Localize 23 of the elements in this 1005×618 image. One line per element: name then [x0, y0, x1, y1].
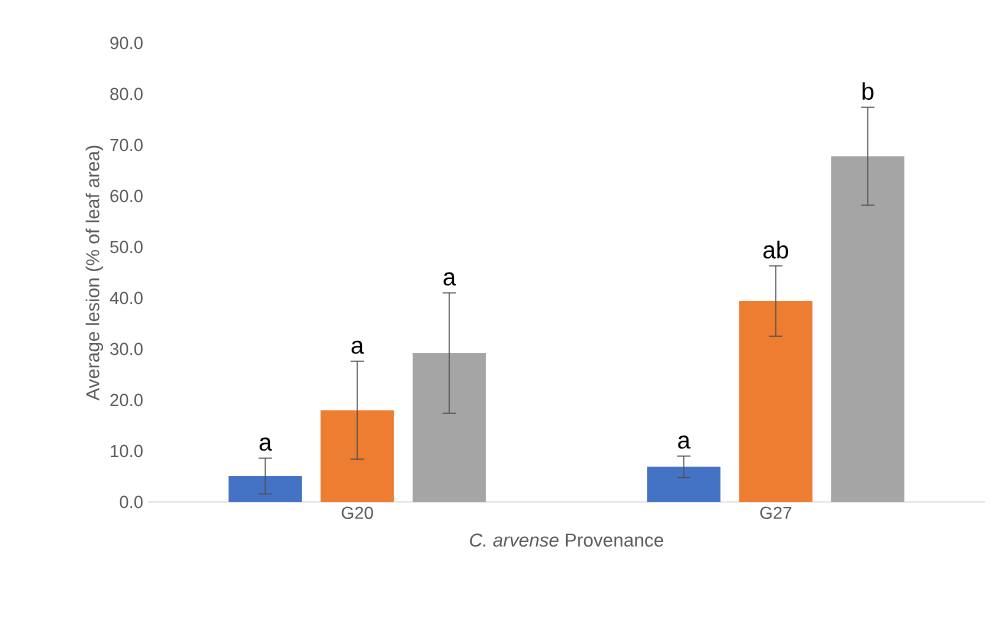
y-tick-label: 10.0 — [110, 444, 143, 458]
bar — [739, 301, 813, 502]
y-tick-label: 70.0 — [110, 138, 143, 152]
y-tick-label: 0.0 — [119, 495, 143, 509]
bar — [647, 466, 721, 502]
annotation: ab — [763, 240, 789, 259]
annotation: a — [351, 340, 364, 354]
y-tick-label: 30.0 — [110, 342, 143, 356]
annotation: a — [443, 272, 456, 286]
x-tick-label: G20 — [341, 506, 373, 519]
annotation: a — [678, 435, 691, 449]
y-tick-label: 50.0 — [110, 240, 143, 254]
x-tick-label: G27 — [760, 506, 792, 519]
annotation: a — [259, 437, 272, 451]
y-tick-label: 80.0 — [110, 87, 143, 101]
y-tick-label: 20.0 — [110, 393, 143, 407]
annotation: b — [862, 82, 874, 100]
bar — [228, 475, 302, 502]
y-tick-label: 60.0 — [110, 189, 143, 203]
y-axis-title: Average lesion (% of leaf area) — [85, 145, 104, 401]
x-axis-title: C. arvense Provenance — [470, 533, 664, 547]
y-tick-label: 90.0 — [110, 36, 143, 50]
y-tick-label: 40.0 — [109, 291, 143, 305]
